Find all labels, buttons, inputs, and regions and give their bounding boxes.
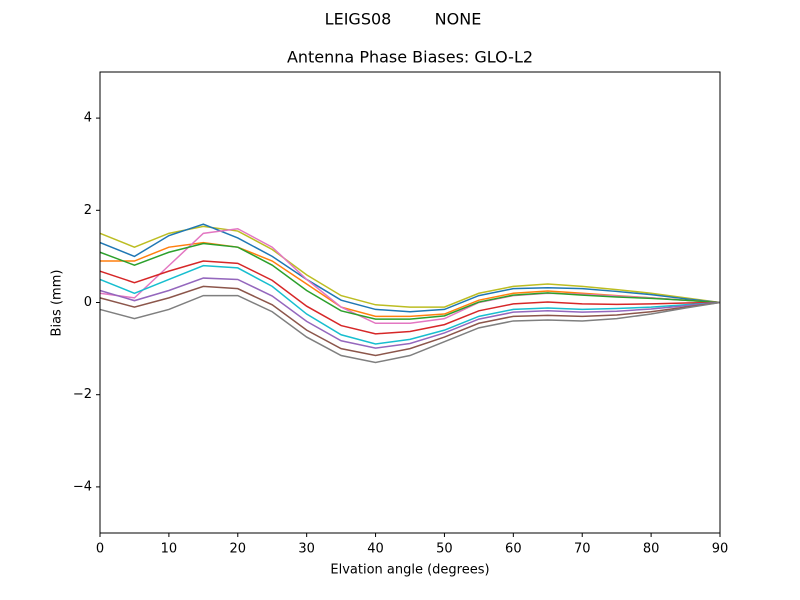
- data-line: [99, 242, 721, 320]
- data-line: [99, 294, 721, 364]
- x-tick-label: 40: [367, 542, 384, 557]
- data-line: [99, 223, 721, 313]
- y-tick-label: −4: [73, 479, 92, 494]
- x-tick-label: 80: [643, 542, 660, 557]
- x-tick-label: 30: [298, 542, 315, 557]
- x-tick-label: 70: [574, 542, 591, 557]
- x-tick-label: 60: [505, 542, 522, 557]
- y-tick-label: 2: [84, 203, 92, 218]
- data-line: [99, 264, 721, 345]
- y-axis-label: Bias (mm): [50, 270, 65, 337]
- y-tick-label: 4: [84, 111, 92, 126]
- x-tick-label: 0: [96, 542, 104, 557]
- data-line: [99, 260, 721, 335]
- data-line: [99, 227, 721, 324]
- y-tick-label: −2: [73, 387, 92, 402]
- y-tick-label: 0: [84, 295, 92, 310]
- x-tick-label: 50: [436, 542, 453, 557]
- plot-frame: [99, 71, 721, 534]
- x-tick-label: 10: [161, 542, 178, 557]
- data-line: [99, 285, 721, 357]
- data-line: [99, 277, 721, 349]
- chart-title: Antenna Phase Biases: GLO-L2: [287, 48, 533, 67]
- data-line: [99, 225, 721, 308]
- x-axis-label: Elvation angle (degrees): [330, 563, 489, 578]
- suptitle: LEIGS08: [325, 10, 392, 29]
- x-tick-label: 20: [230, 542, 247, 557]
- suptitle: NONE: [435, 10, 482, 29]
- x-tick-label: 90: [712, 542, 729, 557]
